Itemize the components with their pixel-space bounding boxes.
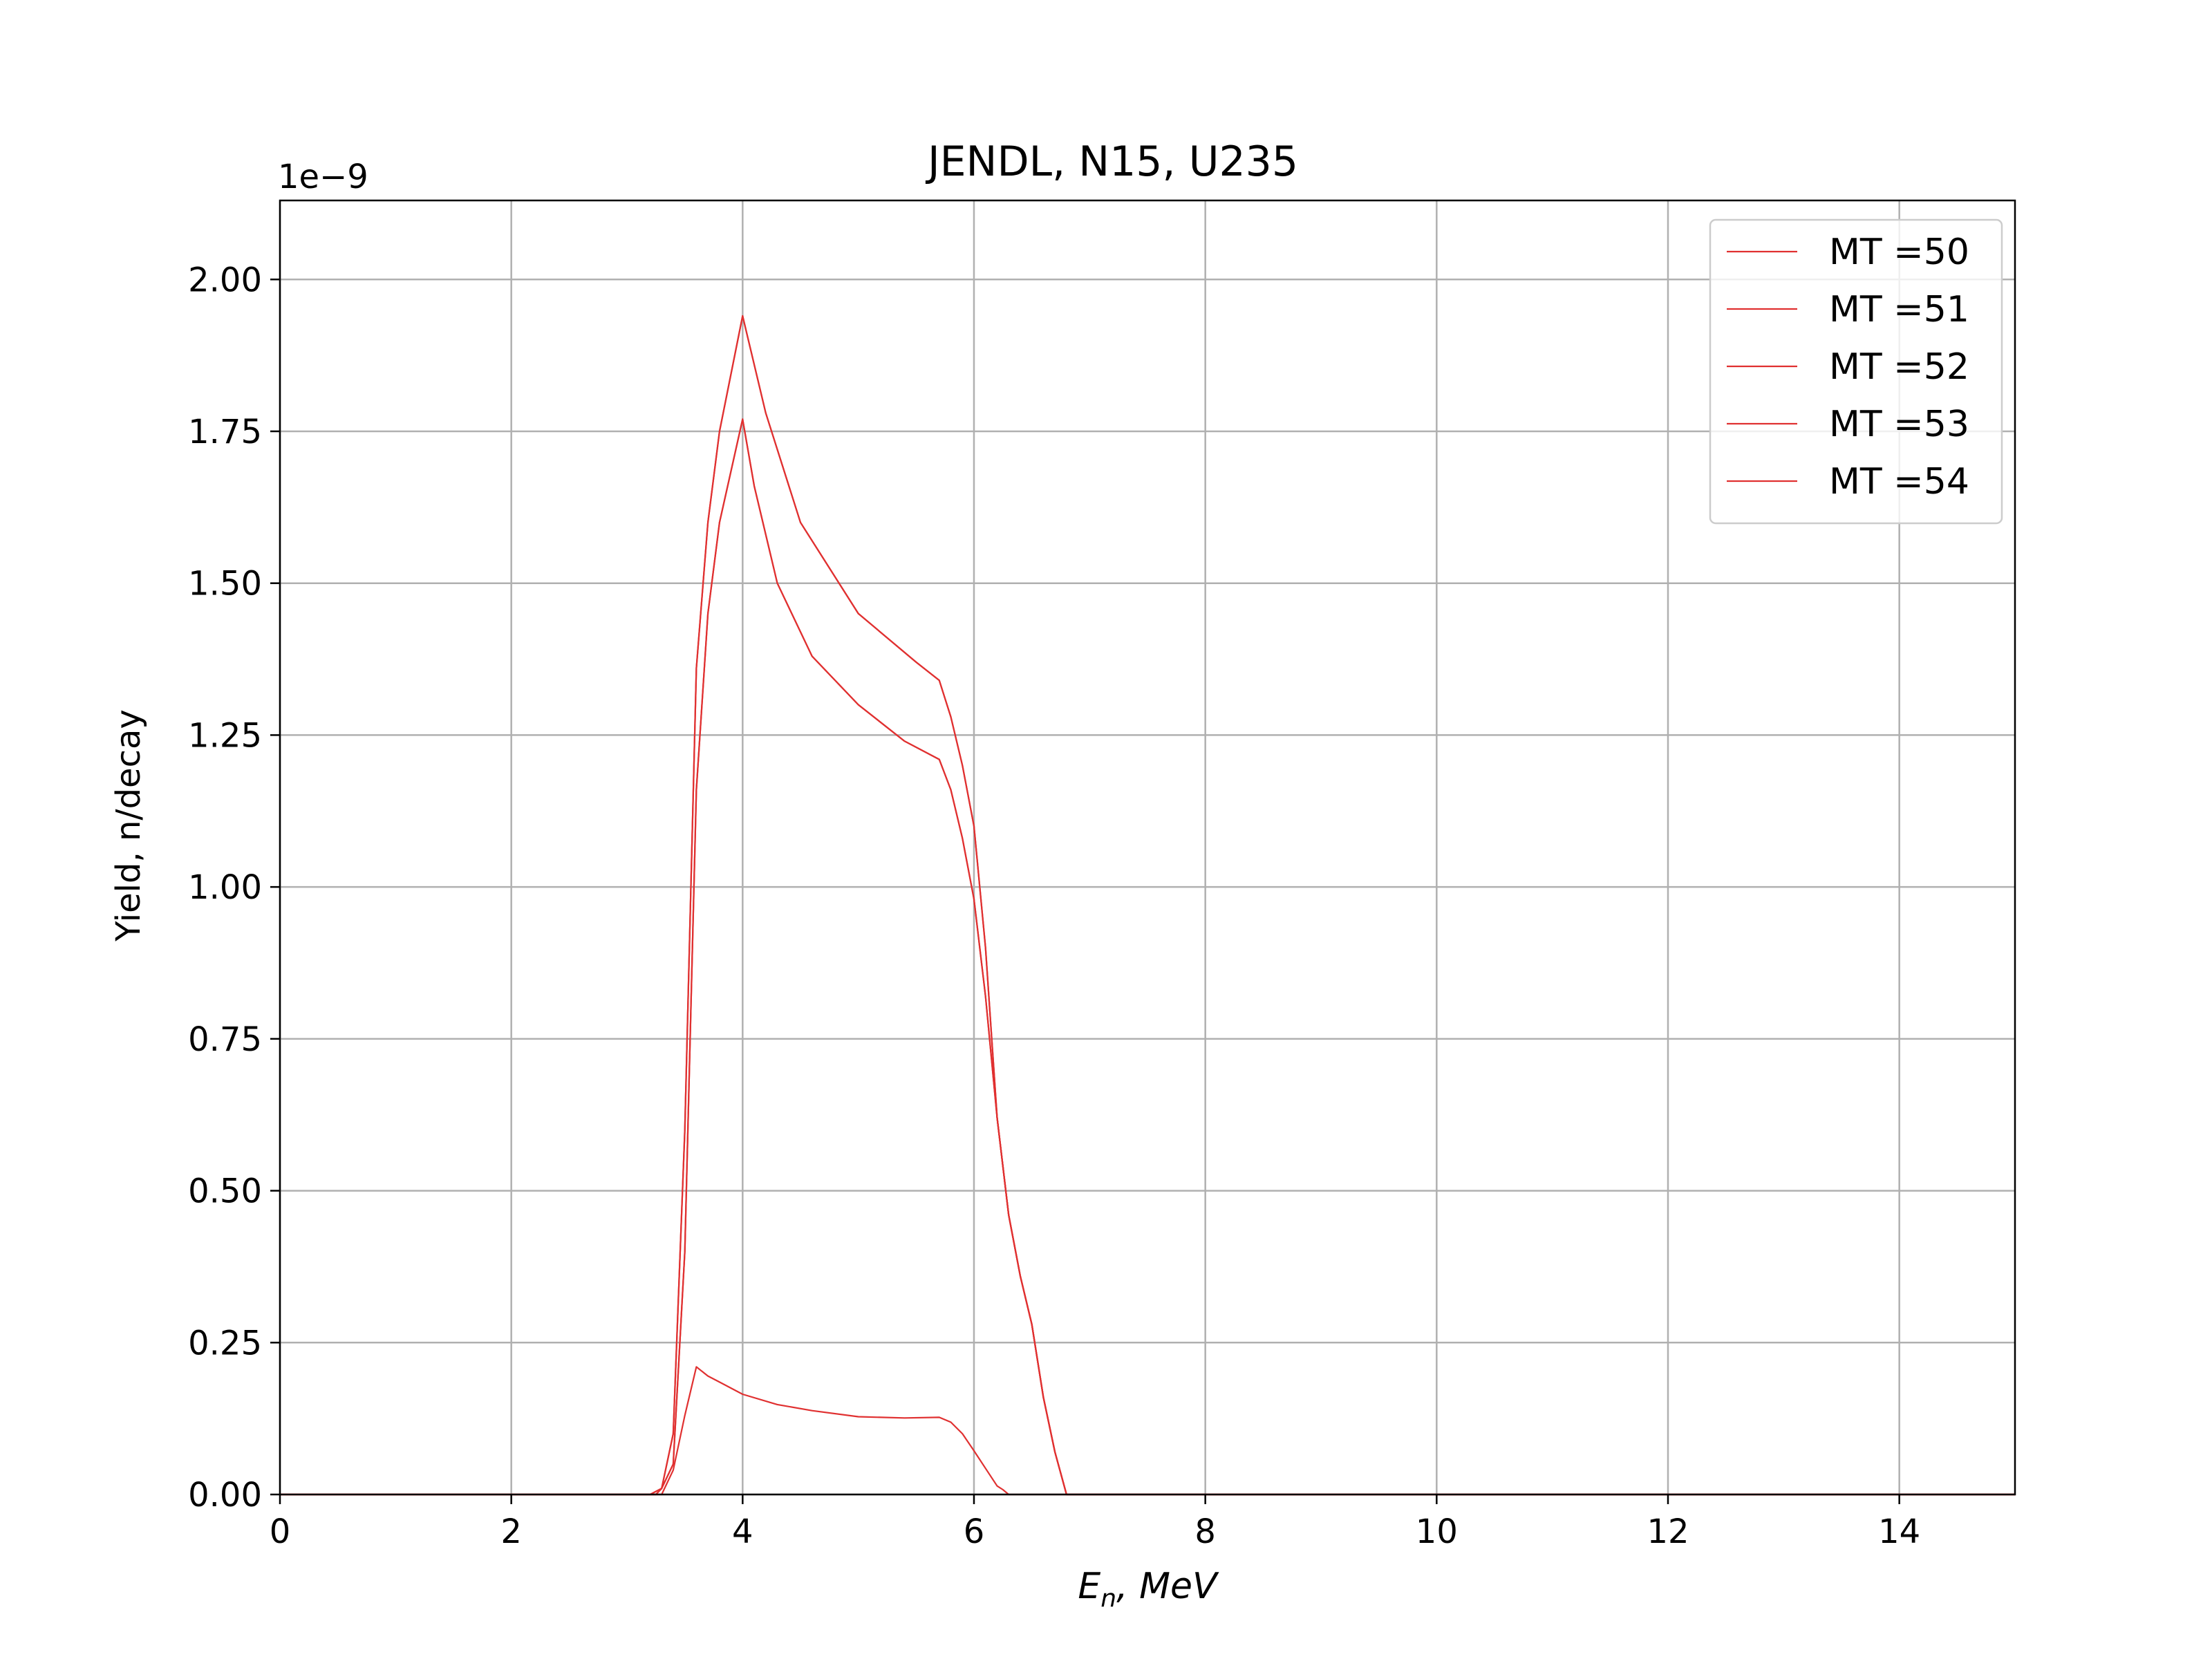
y-tick-label: 0.25 bbox=[188, 1324, 262, 1362]
y-tick-label: 1.25 bbox=[188, 716, 262, 755]
x-tick-label: 6 bbox=[964, 1512, 985, 1551]
legend-label: MT =51 bbox=[1829, 289, 1969, 330]
x-tick-label: 4 bbox=[732, 1512, 753, 1551]
series-layer bbox=[279, 315, 2016, 1496]
legend-label: MT =53 bbox=[1829, 404, 1969, 445]
y-tick-label: 1.00 bbox=[188, 868, 262, 907]
ticks: 0 2 4 6 8 10 12 14 0.00 0.25 0.50 0.75 1.00 1.25 1.50 1… bbox=[188, 261, 1920, 1551]
series-line-4 bbox=[279, 418, 2016, 1496]
x-tick-label: 14 bbox=[1878, 1512, 1920, 1551]
x-axis-label: En, MeV bbox=[1078, 1566, 1219, 1613]
chart-title: JENDL, N15, U235 bbox=[925, 138, 1298, 186]
x-tick-label: 8 bbox=[1194, 1512, 1216, 1551]
y-tick-label: 0.00 bbox=[188, 1476, 262, 1515]
y-tick-label: 2.00 bbox=[188, 261, 262, 299]
x-tick-label: 0 bbox=[270, 1512, 291, 1551]
y-tick-label: 0.50 bbox=[188, 1172, 262, 1211]
x-tick-label: 10 bbox=[1416, 1512, 1458, 1551]
series-line-5 bbox=[279, 1366, 2016, 1496]
y-tick-label: 1.50 bbox=[188, 565, 262, 603]
y-axis-label: Yield, n/decay bbox=[109, 709, 148, 942]
legend-label: MT =52 bbox=[1829, 346, 1969, 388]
y-tick-label: 1.75 bbox=[188, 413, 262, 451]
legend-label: MT =50 bbox=[1829, 232, 1969, 273]
legend: MT =50 MT =51 MT =52 MT =53 MT =54 bbox=[1709, 218, 2003, 525]
x-tick-label: 2 bbox=[500, 1512, 522, 1551]
legend-box bbox=[1709, 218, 2003, 525]
plot-frame bbox=[279, 199, 2016, 1496]
y-tick-label: 0.75 bbox=[188, 1020, 262, 1059]
legend-label: MT =54 bbox=[1829, 461, 1969, 503]
x-tick-label: 12 bbox=[1647, 1512, 1689, 1551]
y-offset-label: 1e−9 bbox=[278, 158, 368, 196]
